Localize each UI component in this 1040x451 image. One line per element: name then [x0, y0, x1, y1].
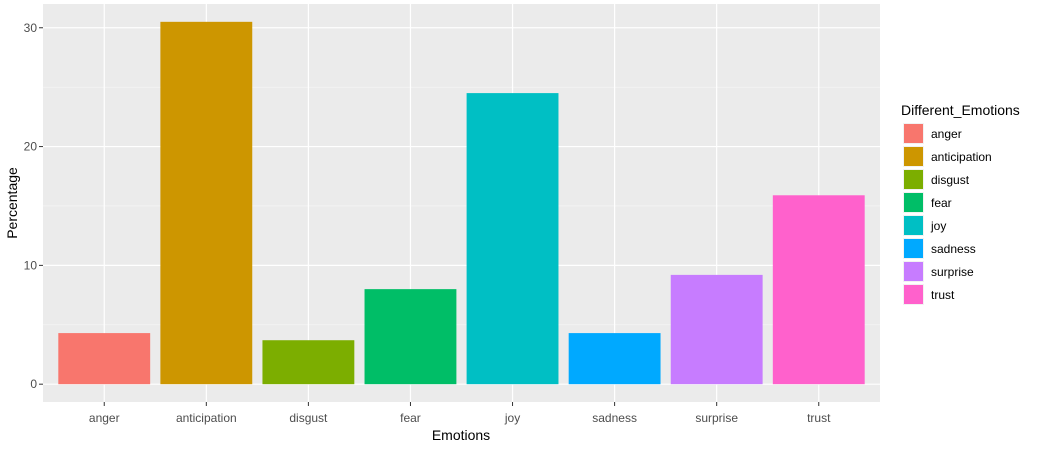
x-tick-label-anger: anger — [89, 411, 120, 425]
y-tick-label: 30 — [24, 21, 38, 35]
x-tick-label-anticipation: anticipation — [176, 411, 237, 425]
bar-anger — [58, 333, 151, 385]
bar-sadness — [568, 333, 661, 385]
legend-title: Different_Emotions — [901, 102, 1020, 118]
legend-swatch-anticipation — [904, 147, 923, 166]
legend-swatch-surprise — [904, 262, 923, 281]
x-tick-label-surprise: surprise — [695, 411, 738, 425]
bar-fear — [364, 289, 457, 385]
x-axis-ticks: anger anticipation disgust fear joy sadness su… — [89, 402, 831, 425]
y-tick-label: 0 — [30, 377, 37, 391]
bar-surprise — [670, 274, 763, 385]
legend-label-disgust: disgust — [931, 173, 970, 187]
x-tick-label-disgust: disgust — [289, 411, 328, 425]
bar-disgust — [262, 340, 355, 385]
y-axis-ticks: 0 10 20 30 — [24, 21, 43, 391]
x-tick-label-fear: fear — [400, 411, 421, 425]
legend-label-fear: fear — [931, 196, 952, 210]
x-tick-label-trust: trust — [807, 411, 831, 425]
bar-trust — [772, 195, 865, 385]
legend-swatch-trust — [904, 285, 923, 304]
y-tick-label: 20 — [24, 140, 38, 154]
legend-swatch-joy — [904, 216, 923, 235]
bars — [58, 21, 865, 385]
x-axis-title: Emotions — [432, 427, 490, 443]
legend-label-anger: anger — [931, 127, 962, 141]
legend-swatch-disgust — [904, 170, 923, 189]
legend-swatch-fear — [904, 193, 923, 212]
legend-label-anticipation: anticipation — [931, 150, 992, 164]
bar-joy — [466, 93, 559, 385]
legend-items: anger anticipation disgust fear joy sadness su… — [903, 123, 992, 305]
legend-label-sadness: sadness — [931, 242, 976, 256]
legend-label-surprise: surprise — [931, 265, 974, 279]
y-axis-title: Percentage — [4, 167, 20, 239]
legend: Different_Emotions anger anticipation disg… — [901, 102, 1020, 305]
legend-swatch-sadness — [904, 239, 923, 258]
y-tick-label: 10 — [24, 258, 38, 272]
legend-label-joy: joy — [930, 219, 946, 233]
x-tick-label-joy: joy — [504, 411, 520, 425]
x-tick-label-sadness: sadness — [592, 411, 637, 425]
legend-swatch-anger — [904, 124, 923, 143]
bar-anticipation — [160, 21, 253, 385]
legend-label-trust: trust — [931, 288, 955, 302]
